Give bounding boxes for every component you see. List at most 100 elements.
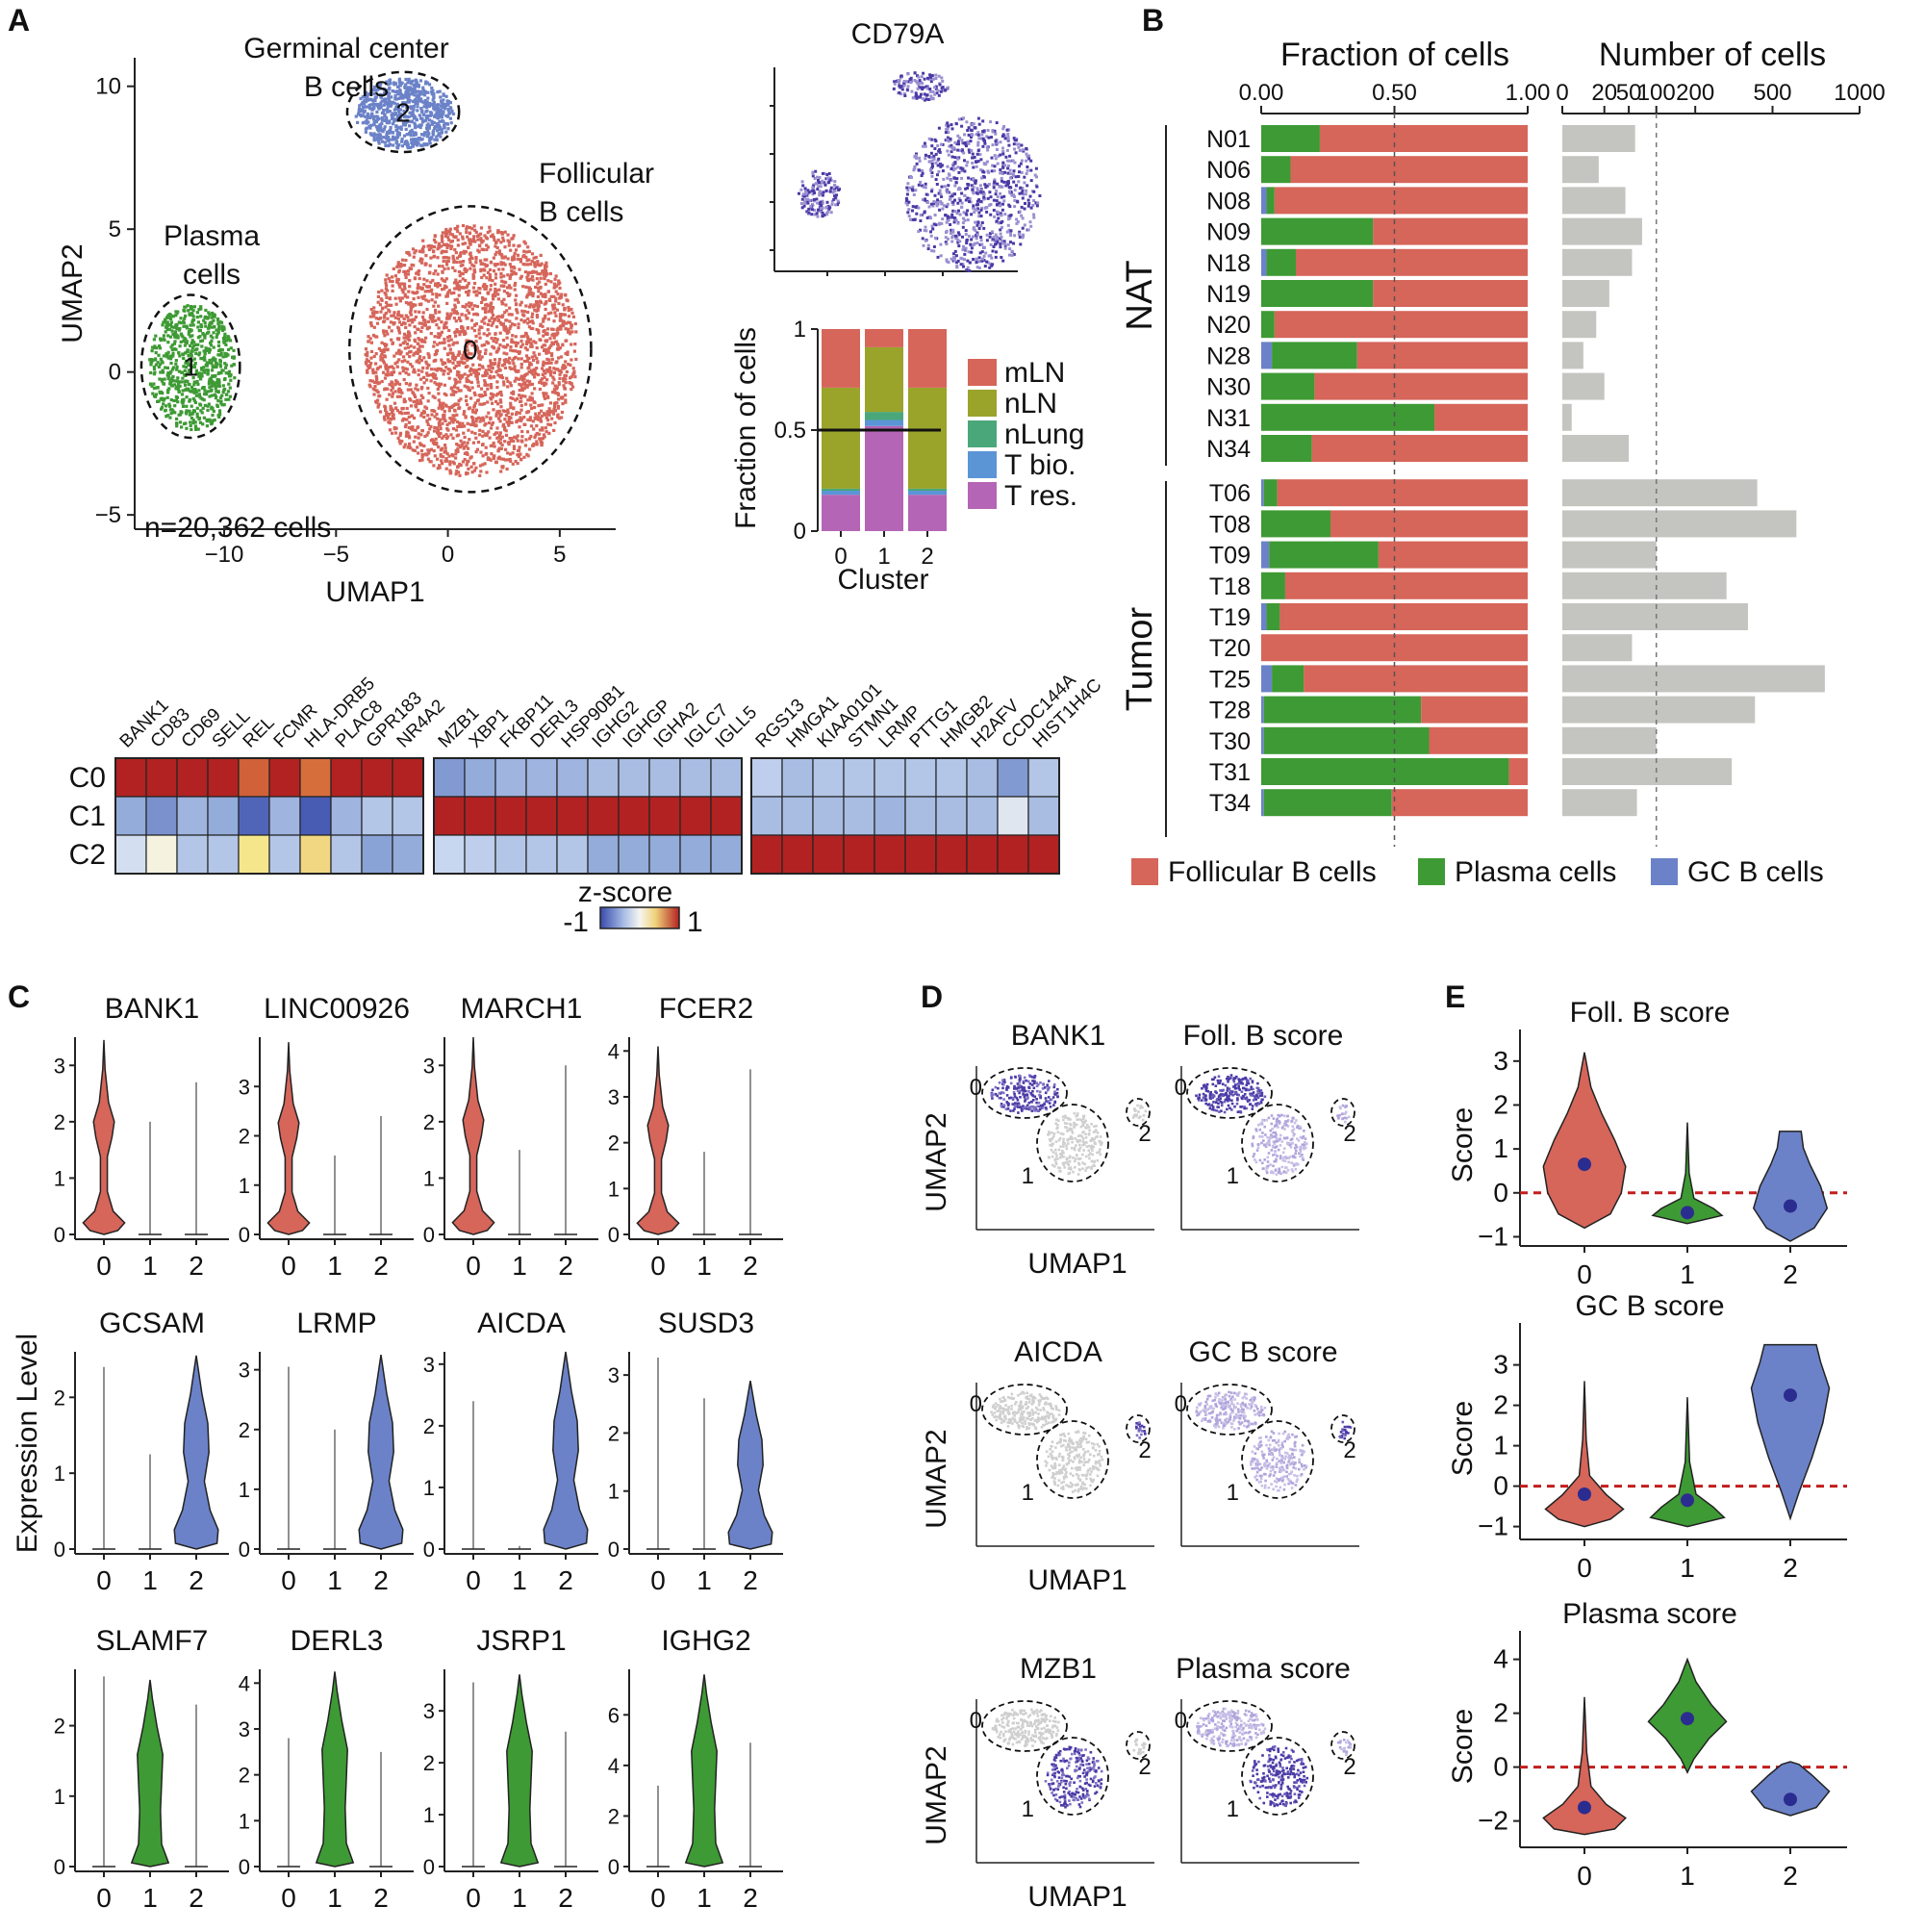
- cell-point: [454, 452, 458, 456]
- cell-point: [199, 307, 203, 311]
- cell-point: [444, 260, 449, 264]
- cell-point: [208, 325, 212, 329]
- cell-point: [991, 164, 995, 167]
- cell-point: [515, 369, 519, 373]
- cell-point: [523, 346, 527, 350]
- cell-point: [419, 261, 423, 265]
- cell-point: [501, 322, 505, 326]
- cell-point: [408, 285, 412, 289]
- cd79a-title: CD79A: [851, 18, 945, 50]
- cluster-0-name: Follicular: [539, 158, 654, 190]
- cell-point: [419, 394, 423, 397]
- cell-point: [484, 307, 488, 311]
- cell-point: [425, 453, 429, 457]
- cell-point: [495, 349, 499, 353]
- cell-point: [439, 431, 443, 436]
- cell-point: [1015, 217, 1019, 221]
- cell-point: [1009, 229, 1013, 233]
- cell-point: [392, 314, 395, 318]
- cell-point: [980, 259, 984, 263]
- cell-point: [522, 387, 526, 391]
- cell-point: [998, 185, 1001, 189]
- cell-point: [369, 341, 373, 344]
- cell-point: [372, 136, 376, 140]
- cell-point: [429, 460, 433, 464]
- cell-point: [1020, 191, 1024, 195]
- cell-point: [389, 128, 393, 132]
- cell-point: [420, 411, 424, 415]
- cell-point: [933, 147, 937, 150]
- cell-point: [223, 362, 227, 366]
- cell-point: [940, 221, 944, 225]
- cell-point: [506, 273, 510, 277]
- cell-point: [444, 366, 448, 369]
- cell-point: [554, 284, 558, 288]
- cell-point: [1008, 253, 1011, 257]
- cell-point: [477, 328, 481, 332]
- cell-point: [508, 457, 512, 462]
- cell-point: [168, 408, 172, 412]
- cell-point: [453, 236, 457, 240]
- cell-point: [379, 310, 383, 314]
- cell-point: [163, 377, 166, 381]
- cell-point: [173, 411, 177, 415]
- cell-point: [165, 414, 168, 419]
- cell-point: [486, 383, 490, 387]
- cell-point: [169, 361, 173, 366]
- cell-point: [429, 314, 433, 318]
- cell-point: [422, 444, 426, 448]
- cell-point: [388, 82, 392, 86]
- cell-point: [915, 212, 919, 216]
- cell-point: [963, 169, 967, 173]
- cell-point: [547, 431, 551, 435]
- cell-point: [453, 418, 457, 421]
- cell-point: [542, 369, 545, 373]
- cell-point: [461, 330, 465, 334]
- cell-point: [492, 456, 495, 460]
- cell-point: [408, 318, 412, 322]
- cell-point: [191, 421, 195, 425]
- cell-point: [401, 101, 405, 105]
- cell-point: [444, 249, 448, 254]
- cell-point: [223, 388, 227, 392]
- cell-point: [418, 321, 421, 325]
- cell-point: [370, 379, 374, 383]
- cell-point: [937, 169, 941, 173]
- cell-point: [197, 374, 201, 378]
- cell-point: [436, 124, 440, 128]
- cell-point: [189, 343, 192, 347]
- cell-point: [372, 139, 376, 142]
- cell-point: [509, 404, 513, 408]
- cell-point: [451, 266, 455, 269]
- cell-point: [1026, 165, 1029, 168]
- cell-point: [443, 242, 446, 246]
- cell-point: [395, 380, 399, 384]
- cell-point: [400, 144, 404, 148]
- cell-point: [564, 360, 568, 364]
- cell-point: [545, 416, 548, 419]
- cell-point: [160, 396, 164, 400]
- cell-point: [405, 406, 409, 411]
- cell-point: [400, 360, 404, 364]
- cell-point: [475, 417, 479, 420]
- cell-point: [1003, 246, 1007, 250]
- cell-point: [421, 395, 425, 399]
- cell-point: [1001, 161, 1005, 165]
- cell-point: [536, 272, 540, 276]
- cell-point: [507, 243, 511, 247]
- cell-point: [953, 259, 956, 263]
- cell-point: [421, 86, 425, 89]
- cell-point: [453, 305, 457, 309]
- cell-point: [191, 343, 195, 347]
- cell-point: [515, 411, 519, 415]
- cell-point: [905, 192, 909, 196]
- cell-point: [190, 354, 193, 358]
- cell-point: [517, 326, 520, 330]
- cell-point: [533, 303, 537, 307]
- cell-point: [205, 424, 209, 428]
- cell-point: [551, 391, 555, 394]
- cell-point: [435, 323, 439, 327]
- cell-point: [453, 408, 457, 412]
- cell-point: [398, 442, 402, 445]
- cell-point: [544, 292, 547, 296]
